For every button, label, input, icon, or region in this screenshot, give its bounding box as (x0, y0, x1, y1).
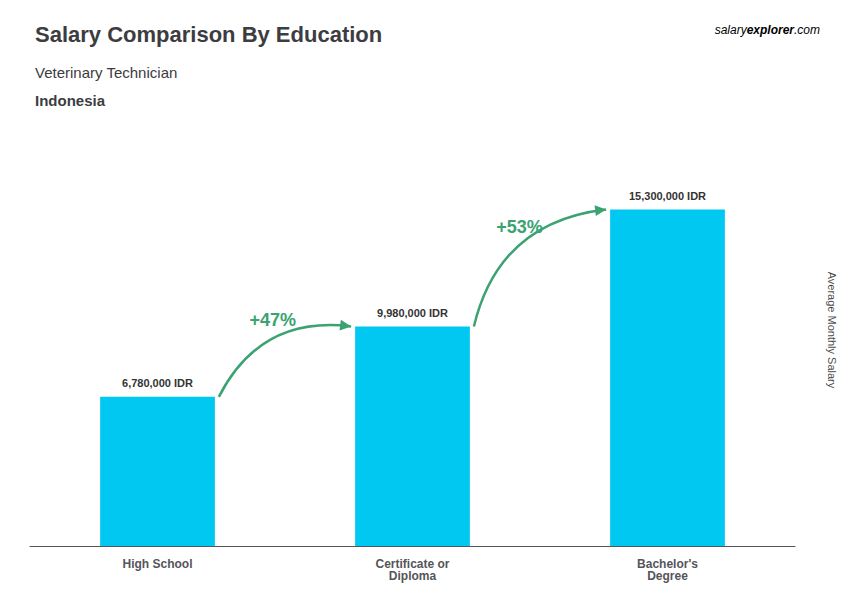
svg-text:9,980,000 IDR: 9,980,000 IDR (377, 307, 448, 319)
svg-text:Diploma: Diploma (389, 569, 437, 583)
svg-text:Degree: Degree (647, 569, 688, 583)
svg-text:High School: High School (123, 557, 193, 571)
svg-text:Average Monthly Salary: Average Monthly Salary (826, 272, 838, 389)
svg-text:Indonesia: Indonesia (35, 92, 106, 109)
svg-text:explorer: explorer (747, 23, 796, 37)
svg-text:+53%: +53% (496, 217, 543, 237)
svg-text:Veterinary Technician: Veterinary Technician (35, 64, 177, 81)
svg-text:Salary Comparison By Education: Salary Comparison By Education (35, 22, 382, 47)
svg-text:salary: salary (715, 23, 748, 37)
svg-text:15,300,000 IDR: 15,300,000 IDR (629, 190, 706, 202)
svg-text:6,780,000 IDR: 6,780,000 IDR (122, 377, 193, 389)
svg-text:Bachelor's: Bachelor's (637, 557, 698, 571)
svg-text:+47%: +47% (249, 310, 296, 330)
svg-text:.com: .com (794, 23, 820, 37)
svg-text:Certificate or: Certificate or (375, 557, 450, 571)
